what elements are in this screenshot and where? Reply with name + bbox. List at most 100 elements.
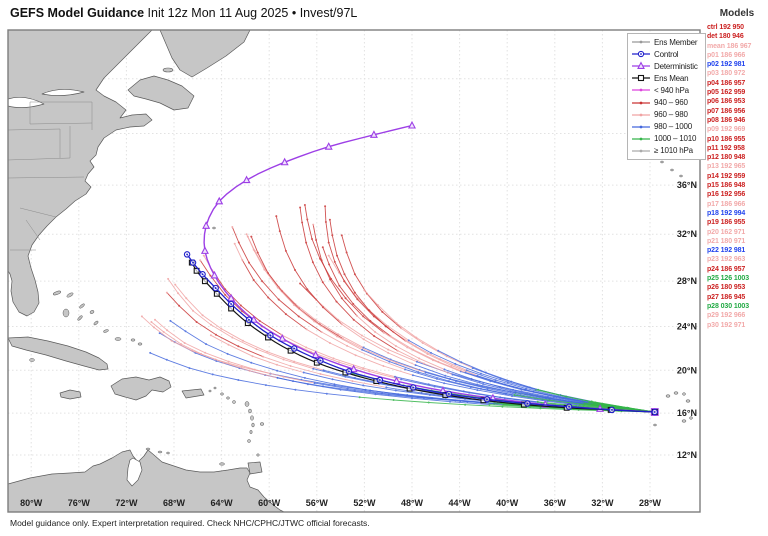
model-row-p01: p01 186 966 bbox=[707, 51, 746, 59]
legend-item-1: Control bbox=[631, 48, 702, 60]
member-point-marker bbox=[266, 350, 269, 353]
model-row-p11: p11 192 958 bbox=[707, 144, 745, 152]
control-point-dot bbox=[269, 334, 272, 337]
member-point-marker bbox=[338, 284, 341, 287]
member-point-marker bbox=[313, 382, 316, 385]
bahamas-island bbox=[62, 308, 70, 318]
member-point-marker bbox=[237, 379, 240, 381]
member-point-marker bbox=[180, 343, 183, 346]
member-point-marker bbox=[462, 390, 465, 393]
legend-item-3: Ens Mean bbox=[631, 72, 702, 84]
member-point-marker bbox=[537, 388, 540, 391]
member-track-p06 bbox=[250, 235, 656, 413]
dot-legend-sample-icon bbox=[632, 149, 650, 153]
legend-item-label: Control bbox=[654, 49, 679, 59]
member-point-marker bbox=[200, 352, 203, 355]
member-point-marker bbox=[220, 327, 223, 330]
member-point-marker bbox=[245, 233, 248, 236]
member-point-marker bbox=[336, 254, 338, 257]
member-point-marker bbox=[367, 350, 370, 353]
model-row-p19: p19 186 955 bbox=[707, 219, 746, 227]
member-point-marker bbox=[417, 371, 420, 374]
member-point-marker bbox=[476, 389, 479, 392]
legend-item-2: Deterministic bbox=[631, 60, 702, 72]
hispaniola bbox=[110, 376, 172, 401]
lon-tick-label: 52°W bbox=[353, 498, 376, 508]
model-row-p21: p21 180 971 bbox=[707, 237, 746, 245]
lat-tick-label: 32°N bbox=[677, 229, 697, 239]
member-point-marker bbox=[437, 349, 440, 352]
member-point-marker bbox=[209, 274, 212, 277]
member-point-marker bbox=[430, 351, 432, 354]
member-point-marker bbox=[387, 348, 390, 351]
model-row-ctrl: ctrl 192 950 bbox=[707, 24, 744, 31]
member-point-marker bbox=[319, 373, 322, 375]
member-point-marker bbox=[231, 336, 234, 339]
model-row-p13: p13 192 965 bbox=[707, 163, 746, 171]
member-point-marker bbox=[482, 383, 485, 385]
gulf-of-venezuela bbox=[126, 457, 143, 487]
models-panel-header: Models bbox=[719, 8, 755, 19]
member-point-marker bbox=[364, 388, 367, 391]
member-point-marker bbox=[464, 403, 467, 406]
member-point-marker bbox=[388, 360, 391, 363]
member-point-marker bbox=[149, 351, 152, 354]
member-point-marker bbox=[362, 338, 365, 341]
model-row-p18: p18 192 994 bbox=[707, 209, 746, 217]
member-point-marker bbox=[237, 241, 240, 244]
member-point-marker bbox=[339, 388, 342, 391]
deterministic-point-marker bbox=[215, 196, 224, 205]
member-point-marker bbox=[352, 302, 355, 305]
member-point-marker bbox=[354, 354, 357, 357]
deterministic-point-marker bbox=[210, 270, 219, 279]
member-point-marker bbox=[382, 365, 385, 367]
member-point-marker bbox=[258, 319, 261, 322]
member-point-marker bbox=[328, 263, 331, 266]
circle-legend-sample-icon bbox=[632, 50, 650, 58]
control-point-dot bbox=[653, 411, 656, 413]
member-point-marker bbox=[381, 392, 384, 395]
member-track-p29 bbox=[174, 283, 656, 413]
lon-tick-label: 64°W bbox=[211, 498, 234, 508]
member-point-marker bbox=[302, 371, 305, 374]
member-point-marker bbox=[411, 374, 414, 377]
legend-item-4: < 940 hPa bbox=[631, 84, 702, 96]
lon-tick-label: 56°W bbox=[306, 498, 329, 508]
member-point-marker bbox=[373, 335, 376, 338]
bahamas-island bbox=[103, 329, 109, 333]
member-point-marker bbox=[374, 357, 377, 360]
member-point-marker bbox=[282, 358, 285, 361]
member-point-marker bbox=[486, 387, 489, 390]
lon-tick-label: 32°W bbox=[591, 498, 614, 508]
member-point-marker bbox=[165, 358, 168, 361]
member-point-marker bbox=[356, 314, 358, 317]
member-point-marker bbox=[276, 286, 279, 289]
deterministic-point-marker bbox=[242, 175, 251, 184]
member-point-marker bbox=[465, 369, 468, 372]
member-point-marker bbox=[344, 297, 347, 300]
member-point-marker bbox=[404, 368, 407, 371]
member-point-marker bbox=[321, 246, 324, 249]
member-point-marker bbox=[321, 281, 324, 284]
lon-tick-label: 76°W bbox=[68, 498, 91, 508]
member-point-marker bbox=[170, 339, 173, 342]
member-point-marker bbox=[361, 348, 364, 351]
member-point-marker bbox=[449, 400, 451, 403]
member-point-marker bbox=[353, 273, 356, 276]
land-layer bbox=[8, 30, 693, 512]
member-point-marker bbox=[264, 384, 267, 387]
member-point-marker bbox=[224, 293, 227, 296]
member-point-marker bbox=[514, 390, 517, 393]
member-point-marker bbox=[293, 304, 296, 307]
member-point-marker bbox=[395, 322, 398, 325]
control-point-dot bbox=[447, 393, 450, 395]
legend-item-label: 1000 – 1010 bbox=[654, 134, 697, 144]
member-point-marker bbox=[443, 382, 446, 385]
legend-item-6: 960 – 980 bbox=[631, 109, 702, 121]
member-point-marker bbox=[177, 292, 180, 295]
small-island bbox=[673, 391, 679, 395]
lesser-antilles-island bbox=[256, 453, 260, 457]
member-point-marker bbox=[416, 360, 418, 363]
member-point-marker bbox=[313, 320, 316, 323]
